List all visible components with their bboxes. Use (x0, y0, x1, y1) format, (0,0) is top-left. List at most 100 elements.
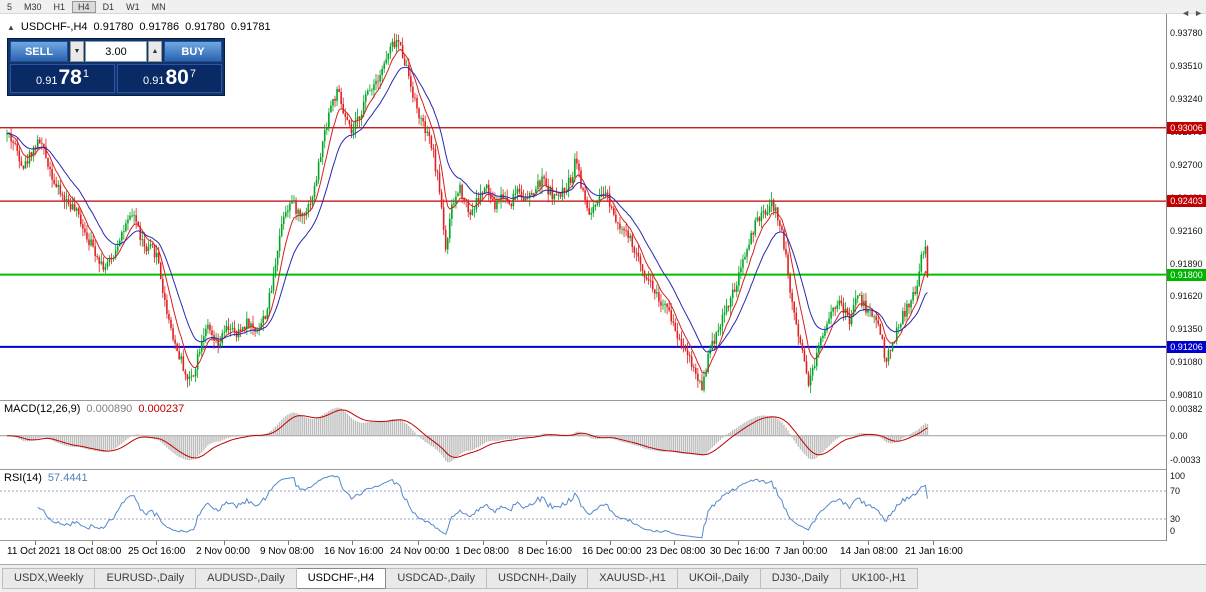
time-label: 1 Dec 08:00 (455, 546, 509, 557)
rsi-axis-label: 100 (1170, 471, 1186, 481)
volume-decrease-icon[interactable]: ▼ (70, 41, 84, 62)
price-level-badge: 0.91800 (1167, 268, 1206, 281)
time-tick (803, 541, 804, 545)
period-button-H4[interactable]: H4 (72, 0, 96, 13)
sell-button[interactable]: SELL (10, 41, 68, 62)
period-button-M30[interactable]: M30 (24, 1, 42, 12)
time-label: 23 Dec 08:00 (646, 546, 706, 557)
time-label: 7 Jan 00:00 (775, 546, 828, 557)
price-tick-label: 0.92700 (1170, 159, 1203, 170)
chart-title: ▲ USDCHF-,H4 0.91780 0.91786 0.91780 0.9… (7, 21, 271, 33)
time-tick (288, 541, 289, 545)
tab-eurusd-daily[interactable]: EURUSD-,Daily (95, 568, 197, 589)
buy-price-pip: 7 (189, 68, 196, 80)
time-label: 21 Jan 16:00 (905, 546, 963, 557)
tab-audusd-daily[interactable]: AUDUSD-,Daily (196, 568, 297, 589)
buy-price-display: 0.91 80 7 (117, 64, 222, 93)
chart-tabbar: USDX,Weekly EURUSD-,Daily AUDUSD-,Daily USD… (0, 564, 1206, 592)
price-tick-label: 0.91080 (1170, 357, 1203, 368)
tab-dj30-daily[interactable]: DJ30-,Daily (760, 568, 841, 589)
panel-splitter[interactable] (0, 400, 1206, 401)
macd-chart-canvas[interactable] (0, 401, 1166, 469)
rsi-axis-label: 0 (1170, 526, 1176, 536)
tab-usdchf-h4[interactable]: USDCHF-,H4 (296, 568, 387, 589)
time-tick (224, 541, 225, 545)
time-label: 24 Nov 00:00 (390, 546, 450, 557)
one-click-trading-panel: SELL ▼ 3.00 ▲ BUY 0.91 78 1 0.91 80 7 (7, 38, 225, 96)
volume-control: ▼ 3.00 ▲ (70, 41, 162, 62)
macd-main-value: 0.000890 (86, 403, 133, 415)
macd-axis-label: 0.00382 (1170, 404, 1203, 414)
time-label: 16 Dec 00:00 (582, 546, 642, 557)
time-tick (92, 541, 93, 545)
macd-panel[interactable] (0, 401, 1166, 469)
price-tick-label: 0.93510 (1170, 61, 1203, 72)
sell-price-pip: 1 (82, 68, 89, 80)
rsi-axis-label: 70 (1170, 486, 1181, 496)
tab-scroll-right-icon[interactable]: ► (1194, 8, 1203, 18)
macd-name: MACD(12,26,9) (4, 403, 81, 415)
volume-input[interactable]: 3.00 (85, 41, 147, 62)
period-button-5[interactable]: 5 (7, 1, 13, 12)
sell-price-base: 0.91 (36, 75, 58, 87)
panel-splitter[interactable] (0, 469, 1206, 470)
chart-area: ▲ USDCHF-,H4 0.91780 0.91786 0.91780 0.9… (0, 14, 1206, 564)
tab-scroll-left-icon[interactable]: ◄ (1181, 8, 1191, 18)
chart-symbol-period: USDCHF-,H4 (20, 21, 88, 33)
macd-axis-label: 0.00 (1170, 430, 1188, 441)
sell-price-display: 0.91 78 1 (10, 64, 115, 93)
macd-axis-label: -0.0033 (1170, 455, 1201, 465)
macd-signal-value: 0.000237 (138, 403, 185, 415)
ohlc-low: 0.91780 (185, 21, 225, 33)
macd-header: MACD(12,26,9) 0.000890 0.000237 (4, 403, 184, 415)
period-button-H1[interactable]: H1 (53, 1, 66, 12)
time-label: 11 Oct 2021 (7, 546, 61, 557)
time-tick (156, 541, 157, 545)
buy-price-big: 80 (165, 66, 189, 89)
price-tick-label: 0.93780 (1170, 28, 1203, 39)
sell-price-big: 78 (58, 66, 82, 89)
rsi-header: RSI(14) 57.4441 (4, 472, 88, 484)
tab-uk100-h1[interactable]: UK100-,H1 (840, 568, 919, 589)
period-button-D1[interactable]: D1 (102, 1, 115, 12)
tab-xauusd-h1[interactable]: XAUUSD-,H1 (588, 568, 678, 589)
time-tick (35, 541, 36, 545)
ohlc-close: 0.91781 (230, 21, 271, 33)
tab-usdcad-daily[interactable]: USDCAD-,Daily (386, 568, 487, 589)
time-label: 16 Nov 16:00 (324, 546, 384, 557)
period-button-W1[interactable]: W1 (126, 1, 140, 12)
rsi-panel[interactable] (0, 470, 1166, 540)
period-button-MN[interactable]: MN (151, 1, 166, 12)
price-tick-label: 0.92160 (1170, 225, 1203, 236)
price-tick-label: 0.91620 (1170, 291, 1203, 302)
tab-usdcnh-daily[interactable]: USDCNH-,Daily (486, 568, 589, 589)
one-click-collapse-icon[interactable]: ▲ (7, 23, 15, 32)
volume-increase-icon[interactable]: ▲ (148, 41, 162, 62)
price-chart-canvas[interactable] (0, 14, 1166, 400)
tab-usdx-weekly[interactable]: USDX,Weekly (2, 568, 96, 589)
time-label: 18 Oct 08:00 (64, 546, 122, 557)
tab-scroll-buttons: ◄ ► (1181, 8, 1203, 18)
time-tick (674, 541, 675, 545)
price-tick-label: 0.93240 (1170, 94, 1203, 105)
time-tick (933, 541, 934, 545)
rsi-chart-canvas[interactable] (0, 470, 1166, 540)
time-axis: 11 Oct 2021 18 Oct 08:00 25 Oct 16:00 2 Nov… (0, 541, 1206, 564)
time-tick (868, 541, 869, 545)
rsi-axis-label: 30 (1170, 514, 1181, 524)
time-tick (546, 541, 547, 545)
panel-splitter[interactable] (0, 540, 1206, 541)
time-label: 8 Dec 16:00 (518, 546, 572, 557)
time-label: 2 Nov 00:00 (196, 546, 250, 557)
price-level-badge: 0.91206 (1167, 340, 1206, 353)
time-label: 25 Oct 16:00 (128, 546, 186, 557)
tab-ukoil-daily[interactable]: UKOil-,Daily (677, 568, 761, 589)
time-label: 30 Dec 16:00 (710, 546, 770, 557)
price-tick-label: 0.90810 (1170, 390, 1203, 401)
buy-price-base: 0.91 (143, 75, 165, 87)
time-label: 9 Nov 08:00 (260, 546, 314, 557)
buy-button[interactable]: BUY (164, 41, 222, 62)
ohlc-high: 0.91786 (139, 21, 180, 33)
time-label: 14 Jan 08:00 (840, 546, 898, 557)
